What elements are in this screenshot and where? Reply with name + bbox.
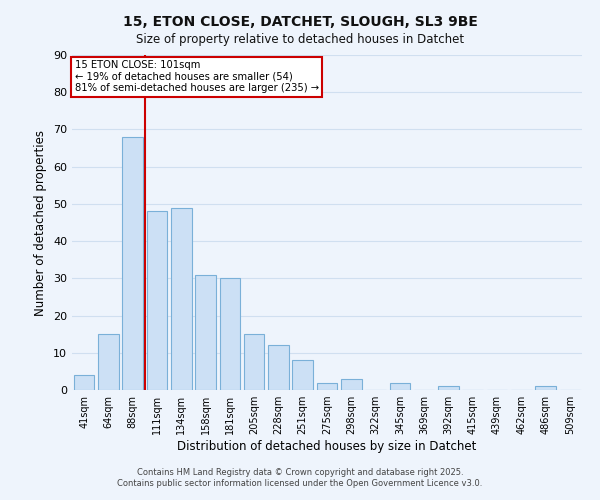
Bar bbox=[146, 212, 167, 390]
Bar bbox=[292, 360, 313, 390]
Bar bbox=[268, 346, 289, 390]
Bar bbox=[122, 137, 143, 390]
Bar bbox=[389, 382, 410, 390]
Bar bbox=[171, 208, 191, 390]
Bar bbox=[195, 274, 216, 390]
Text: 15 ETON CLOSE: 101sqm
← 19% of detached houses are smaller (54)
81% of semi-deta: 15 ETON CLOSE: 101sqm ← 19% of detached … bbox=[74, 60, 319, 93]
Bar bbox=[341, 379, 362, 390]
Bar bbox=[317, 382, 337, 390]
Bar bbox=[74, 375, 94, 390]
Bar bbox=[244, 334, 265, 390]
Text: Size of property relative to detached houses in Datchet: Size of property relative to detached ho… bbox=[136, 32, 464, 46]
Y-axis label: Number of detached properties: Number of detached properties bbox=[34, 130, 47, 316]
Bar bbox=[535, 386, 556, 390]
X-axis label: Distribution of detached houses by size in Datchet: Distribution of detached houses by size … bbox=[178, 440, 476, 453]
Bar bbox=[220, 278, 240, 390]
Bar bbox=[98, 334, 119, 390]
Text: Contains HM Land Registry data © Crown copyright and database right 2025.
Contai: Contains HM Land Registry data © Crown c… bbox=[118, 468, 482, 487]
Bar bbox=[438, 386, 459, 390]
Text: 15, ETON CLOSE, DATCHET, SLOUGH, SL3 9BE: 15, ETON CLOSE, DATCHET, SLOUGH, SL3 9BE bbox=[122, 15, 478, 29]
